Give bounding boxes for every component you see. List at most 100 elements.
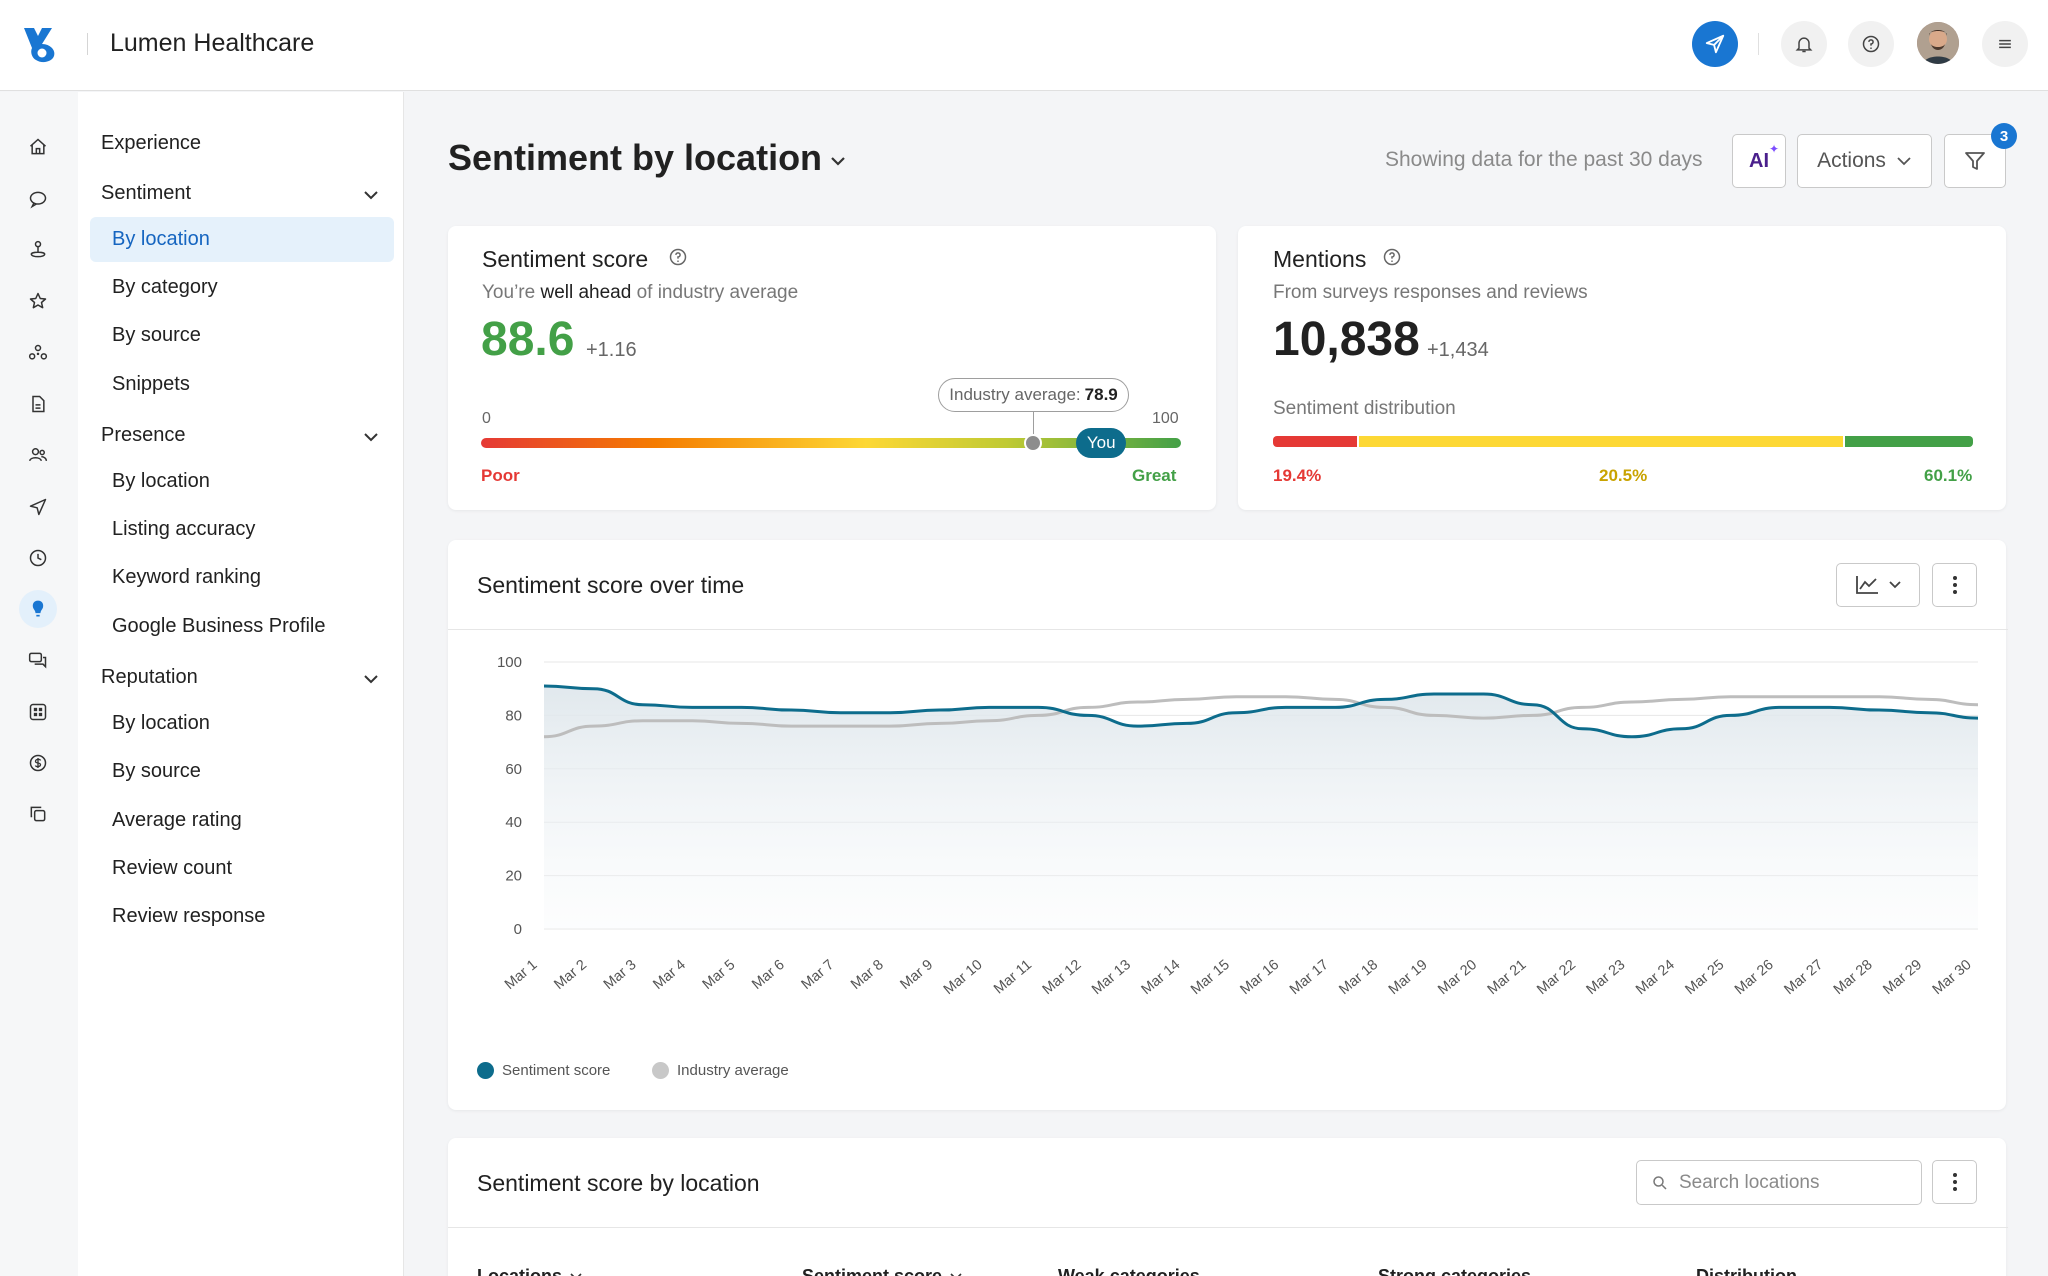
industry-average-line (543, 695, 1979, 739)
sentiment-score-delta: +1.16 (586, 339, 637, 361)
dollar-icon[interactable] (23, 748, 53, 778)
distribution-neutral-pct: 20.5% (1599, 466, 1648, 485)
sidebar-item-sentiment-by-source[interactable]: By source (112, 324, 201, 346)
copy-icon[interactable] (23, 799, 53, 829)
sidebar-item-review-count[interactable]: Review count (112, 857, 233, 879)
gauge-min-label: 0 (482, 410, 491, 427)
gauge-max-label: 100 (1152, 410, 1179, 427)
actions-button[interactable]: Actions (1797, 134, 1932, 188)
x-tick-label: Mar 8 (848, 957, 887, 993)
messages-icon[interactable] (23, 645, 53, 675)
sidebar-active-highlight (90, 217, 394, 262)
app-logo-icon[interactable] (20, 22, 62, 64)
topbar-divider (87, 33, 88, 55)
sidebar-item-sentiment-by-location[interactable]: By location (112, 228, 210, 250)
x-tick-label: Mar 11 (991, 957, 1035, 998)
chevron-down-icon[interactable] (362, 188, 380, 202)
column-header-locations[interactable]: Locations (477, 1266, 582, 1276)
sidebar-item-reputation-by-source[interactable]: By source (112, 760, 201, 782)
sentiment-trend-chart: 0 20 40 60 80 100 Mar 1 Mar 2 Mar 3 Mar 4 Mar 5 Mar… (497, 654, 1979, 998)
help-icon[interactable] (1382, 247, 1402, 267)
industry-average-tooltip: Industry average: 78.9 (938, 378, 1129, 412)
sidebar-item-google-business-profile[interactable]: Google Business Profile (112, 615, 326, 637)
menu-button[interactable] (1982, 21, 2028, 67)
sidebar-item-review-response[interactable]: Review response (112, 905, 266, 927)
industry-average-line (1033, 412, 1035, 438)
sidebar-section-sentiment[interactable]: Sentiment (101, 182, 192, 204)
home-icon[interactable] (23, 132, 53, 162)
column-header-strong-categories[interactable]: Strong categories (1378, 1266, 1532, 1276)
menu-icon (1999, 39, 2011, 49)
sidebar-item-presence-by-location[interactable]: By location (112, 470, 210, 492)
ai-icon: AI ✦ (1749, 141, 1780, 172)
help-button[interactable] (1848, 21, 1894, 67)
y-tick-label: 0 (514, 921, 522, 938)
sidebar-item-experience[interactable]: Experience (101, 132, 202, 154)
joystick-icon[interactable] (23, 235, 53, 265)
location-card-title: Sentiment score by location (477, 1170, 760, 1196)
line-chart-icon (1856, 576, 1878, 594)
column-header-distribution[interactable]: Distribution (1696, 1266, 1797, 1276)
mentions-subtitle: From surveys responses and reviews (1273, 282, 1588, 303)
x-tick-label: Mar 25 (1682, 957, 1727, 998)
chevron-down-icon[interactable] (362, 430, 380, 444)
x-tick-label: Mar 27 (1781, 957, 1826, 998)
industry-average-label: Industry average: (949, 385, 1081, 404)
trend-more-button[interactable] (1932, 563, 1977, 607)
legend-sentiment-score[interactable]: Sentiment score (477, 1062, 610, 1079)
sidebar-item-snippets[interactable]: Snippets (112, 373, 190, 395)
sidebar-section-presence[interactable]: Presence (101, 424, 186, 446)
chevron-down-icon[interactable] (362, 672, 380, 686)
column-header-sentiment-score[interactable]: Sentiment score (802, 1266, 962, 1276)
clock-icon[interactable] (23, 543, 53, 573)
chevron-down-icon (1897, 157, 1911, 166)
sidebar-item-keyword-ranking[interactable]: Keyword ranking (112, 566, 261, 588)
y-tick-label: 40 (505, 814, 522, 831)
distribution-label: Sentiment distribution (1273, 398, 1456, 419)
x-tick-label: Mar 18 (1336, 957, 1381, 998)
document-icon[interactable] (23, 389, 53, 419)
notifications-button[interactable] (1781, 21, 1827, 67)
star-icon[interactable] (23, 286, 53, 316)
legend-sentiment-dot (477, 1062, 494, 1079)
ai-label: AI (1749, 149, 1769, 172)
lightbulb-icon[interactable] (19, 590, 57, 628)
people-icon[interactable] (23, 440, 53, 470)
mentions-card: Mentions From surveys responses and revi… (1238, 226, 2006, 510)
sidebar-item-reputation-by-location[interactable]: By location (112, 712, 210, 734)
ai-button[interactable]: AI ✦ (1732, 134, 1786, 188)
subtitle-emphasis: well ahead (540, 282, 632, 303)
y-tick-label: 100 (497, 654, 522, 671)
industry-average-value: 78.9 (1084, 385, 1118, 404)
location-more-button[interactable] (1932, 1160, 1977, 1204)
send-icon (1705, 34, 1725, 54)
grid-icon[interactable] (23, 697, 53, 727)
chevron-down-icon (950, 1272, 962, 1276)
sidebar-item-listing-accuracy[interactable]: Listing accuracy (112, 518, 256, 540)
network-icon[interactable] (23, 338, 53, 368)
chat-bubble-icon[interactable] (23, 184, 53, 214)
sidebar-section-reputation[interactable]: Reputation (101, 666, 198, 688)
sentiment-score-title: Sentiment score (482, 246, 649, 272)
send-button[interactable] (1692, 21, 1738, 67)
mentions-title: Mentions (1273, 246, 1367, 272)
subtitle-prefix: You’re (482, 282, 541, 303)
chevron-down-icon[interactable] (828, 151, 848, 171)
chart-type-dropdown[interactable] (1836, 563, 1920, 607)
legend-industry-average[interactable]: Industry average (652, 1062, 789, 1079)
x-tick-label: Mar 24 (1633, 957, 1678, 998)
help-icon[interactable] (668, 247, 688, 267)
trend-card-title: Sentiment score over time (477, 572, 745, 598)
sidebar-item-sentiment-by-category[interactable]: By category (112, 276, 218, 298)
y-tick-label: 80 (505, 707, 522, 724)
x-tick-label: Mar 14 (1139, 957, 1184, 998)
sidebar-item-average-rating[interactable]: Average rating (112, 809, 242, 831)
distribution-positive-pct: 60.1% (1924, 466, 1973, 485)
gauge-poor-label: Poor (481, 466, 520, 485)
search-locations-input[interactable]: Search locations (1636, 1160, 1922, 1205)
page-title[interactable]: Sentiment by location (448, 137, 823, 178)
send-icon[interactable] (23, 492, 53, 522)
column-header-weak-categories[interactable]: Weak categories (1058, 1266, 1200, 1276)
avatar[interactable] (1917, 22, 1959, 64)
distribution-segment (1359, 436, 1843, 447)
